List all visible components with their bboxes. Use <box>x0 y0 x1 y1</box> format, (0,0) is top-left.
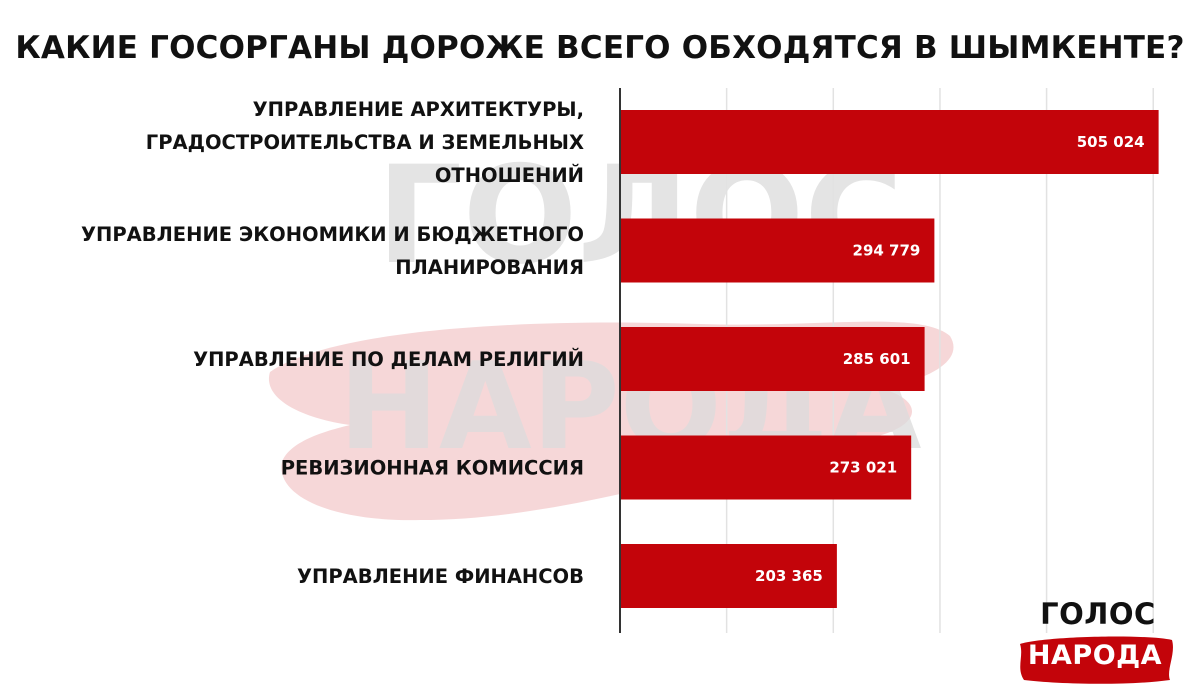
category-label: УПРАВЛЕНИЕ ФИНАНСОВ <box>297 565 584 588</box>
bar-value-label: 273 021 <box>829 459 897 477</box>
bar <box>620 544 837 608</box>
category-label: ПЛАНИРОВАНИЯ <box>395 256 584 279</box>
bar <box>620 218 935 283</box>
bar-value-label: 285 601 <box>843 350 911 368</box>
category-label: ГРАДОСТРОИТЕЛЬСТВА И ЗЕМЕЛЬНЫХ <box>146 131 584 154</box>
category-label: УПРАВЛЕНИЕ ПО ДЕЛАМ РЕЛИГИЙ <box>193 348 584 371</box>
bar-value-label: 505 024 <box>1077 133 1145 151</box>
logo-text-top: ГОЛОС <box>1040 597 1156 631</box>
bar <box>620 110 1159 174</box>
chart-title: КАКИЕ ГОСОРГАНЫ ДОРОЖЕ ВСЕГО ОБХОДЯТСЯ В… <box>15 30 1185 66</box>
bar-value-label: 294 779 <box>853 242 921 260</box>
category-labels: УПРАВЛЕНИЕ АРХИТЕКТУРЫ, ГРАДОСТРОИТЕЛЬСТВ… <box>81 98 584 588</box>
logo-brush-stroke <box>1020 636 1173 684</box>
category-label: УПРАВЛЕНИЕ ЭКОНОМИКИ И БЮДЖЕТНОГО <box>81 223 584 246</box>
category-label: РЕВИЗИОННАЯ КОМИССИЯ <box>281 457 584 480</box>
bar <box>620 327 925 391</box>
bar-value-label: 203 365 <box>755 567 823 585</box>
bar <box>620 435 912 500</box>
category-label: УПРАВЛЕНИЕ АРХИТЕКТУРЫ, <box>253 98 584 121</box>
bars: 505 024 294 779 285 601 273 021 203 365 <box>620 110 1159 608</box>
category-label: ОТНОШЕНИЙ <box>435 164 584 187</box>
logo-text-bottom: НАРОДА <box>1027 640 1163 671</box>
